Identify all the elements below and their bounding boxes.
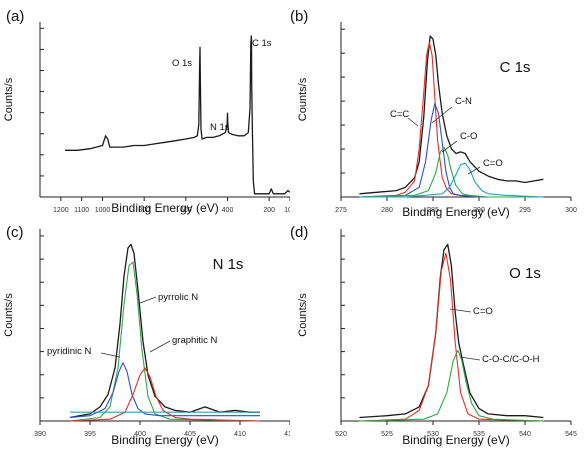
x-tick-label: 285 [427,207,439,214]
annotation-leader [431,106,453,124]
x-tick-label: 800 [138,207,150,214]
x-tick-label: 100 [284,207,290,214]
x-tick-label: 415 [284,431,290,438]
annotation-label: C=O [473,306,493,317]
chart-n1s: 390 395 400 405 410 415 Binding Energy (eV) Cou… [3,229,290,447]
panel-a-label: (a) [6,8,25,25]
annotation-leader [139,296,157,304]
annotation-label: graphitic N [172,335,218,346]
annotation-leader [441,140,458,153]
x-tick-label: 535 [473,431,485,438]
panel-b-label: (b) [290,8,309,25]
x-tick-label: 300 [565,207,577,214]
x-tick-label: 1000 [95,207,111,214]
x-tick-label: 600 [180,207,192,214]
x-tick-label: 530 [427,431,439,438]
chart-title: C 1s [500,59,531,76]
annotation-label: C=C [390,109,409,120]
y-axis-label: Counts/s [297,293,309,337]
chart-c1s: 275 280 285 290 295 300 Binding Energy (eV) Cou… [297,22,577,219]
annotation-label: C-N [455,96,472,107]
x-axis-label: Binding Energy (eV) [402,433,509,447]
chart-survey: 1200 1100 1000 800 600 400 200 100 Binding Energ… [3,22,290,215]
x-tick-label: 1100 [74,207,89,214]
annotation-leader [449,308,472,313]
y-axis-label: Counts/s [3,77,15,121]
series-line-0 [69,243,260,419]
y-axis-label: Counts/s [3,293,15,337]
series-line-3 [359,146,544,198]
y-axis-label: Counts/s [297,77,309,121]
series-line-0 [359,243,544,419]
x-axis-label: Binding Energy (eV) [111,201,218,215]
x-tick-label: 525 [381,431,393,438]
chart-o1s: 520 525 530 535 540 545 Binding Energy (eV) Cou… [297,229,577,447]
x-tick-label: 295 [519,207,531,214]
x-tick-label: 405 [184,431,196,438]
annotation-label: C-O-C/C-O-H [482,354,540,365]
chart-title: N 1s [213,256,244,273]
annotation-label: N 1s [210,122,230,133]
x-tick-label: 290 [473,207,485,214]
x-tick-label: 390 [34,431,46,438]
x-tick-label: 275 [335,207,347,214]
panel-c-label: (c) [6,224,24,241]
x-tick-label: 400 [134,431,146,438]
x-tick-label: 395 [84,431,96,438]
x-axis-label: Binding Energy (eV) [402,205,509,219]
annotation-leader [407,117,419,127]
annotation-label: O 1s [172,58,192,69]
series-line-3 [69,367,261,422]
x-tick-label: 520 [335,431,347,438]
chart-title: O 1s [509,265,541,282]
annotation-label: C 1s [252,38,272,49]
annotation-leader [467,166,481,175]
series-line-2 [359,349,544,422]
annotation-label: C-O [460,131,477,142]
annotation-leader [149,340,171,353]
annotation-leader [100,352,121,358]
x-tick-label: 280 [381,207,393,214]
annotation-label: C=O [483,158,503,169]
annotation-leader [459,356,481,361]
x-tick-label: 400 [222,207,234,214]
x-tick-label: 1200 [53,207,69,214]
x-tick-label: 540 [519,431,531,438]
series-line-0 [65,35,290,195]
series-line-1 [69,261,261,422]
series-line-1 [359,252,544,422]
series-line-4 [359,162,544,198]
annotation-label: pyridinic N [47,346,91,357]
series-line-2 [69,362,260,419]
panel-d-label: (d) [290,224,309,241]
series-line-2 [359,103,544,198]
x-axis-label: Binding Energy (eV) [111,433,218,447]
x-tick-label: 545 [565,431,577,438]
annotation-label: pyrrolic N [158,292,198,303]
x-tick-label: 410 [234,431,246,438]
x-tick-label: 200 [263,207,275,214]
